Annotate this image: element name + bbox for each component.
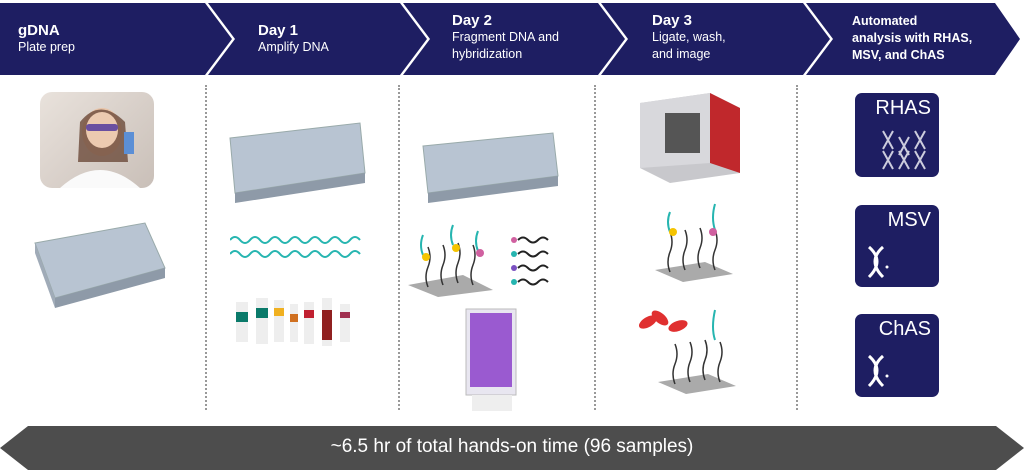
dna-icon: [867, 245, 889, 279]
tool-name: RHAS: [875, 97, 931, 119]
double-arrow-shape: [0, 426, 1024, 470]
gene-titan-instrument-image: [640, 93, 740, 183]
step-day1: Day 1 Amplify DNA: [258, 22, 329, 56]
step-title: Day 2: [452, 12, 493, 29]
tool-name: ChAS: [878, 318, 931, 340]
step-analysis: Automated analysis with RHAS, MSV, and ChA…: [852, 13, 972, 64]
well-plate-image: [34, 222, 166, 308]
hands-on-time-text: ~6.5 hr of total hands-on time (96 sampl…: [330, 436, 694, 457]
step-title: Day 1: [258, 22, 299, 39]
chevron-gdna: [0, 3, 232, 75]
step-subtitle: Ligate, wash,: [652, 30, 726, 44]
step-subtitle: Fragment DNA and: [452, 30, 559, 44]
step-day2: Day 2 Fragment DNA and hybridization: [452, 12, 559, 63]
reagent-tubes-image: [236, 298, 350, 346]
step-line: MSV, and ChAS: [852, 48, 945, 62]
hands-on-time-banner: ~6.5 hr of total hands-on time (96 sampl…: [0, 426, 1024, 470]
step-subtitle: Plate prep: [18, 40, 75, 54]
chevron-day1: [208, 3, 427, 75]
scientist-photo: [40, 92, 154, 188]
step-line: analysis with RHAS,: [852, 31, 973, 45]
array-plate-image: [465, 308, 517, 411]
step-subtitle: and image: [652, 47, 711, 61]
step-line: Automated: [852, 14, 918, 28]
divider: [205, 85, 207, 410]
chevron-analysis: [806, 3, 1020, 75]
well-plate-image: [422, 132, 559, 203]
probe-sequences-image: [511, 236, 549, 286]
divider: [594, 85, 596, 410]
tool-name: MSV: [887, 209, 931, 231]
imaging-array-image: [638, 309, 736, 394]
step-subtitle: hybridization: [452, 47, 523, 61]
divider: [398, 85, 400, 410]
dna-multi-icon: [882, 130, 926, 170]
workflow-chevrons: [0, 3, 1020, 75]
well-plate-image: [229, 122, 366, 203]
tool-rhas: RHAS: [855, 93, 939, 177]
tool-msv: MSV: [855, 205, 939, 287]
chevron-day3: [601, 3, 830, 75]
dna-strands-image: [230, 236, 361, 258]
step-gdna: gDNA Plate prep: [18, 22, 75, 56]
dna-icon: [867, 354, 889, 388]
tool-chas: ChAS: [855, 314, 939, 397]
step-day3: Day 3 Ligate, wash, and image: [652, 12, 726, 63]
hybridization-array-image: [408, 224, 493, 297]
chevron-day2: [403, 3, 625, 75]
step-subtitle: Amplify DNA: [258, 40, 329, 54]
step-title: gDNA: [18, 22, 60, 39]
step-title: Day 3: [652, 12, 693, 29]
ligation-array-image: [655, 203, 733, 282]
divider: [796, 85, 798, 410]
